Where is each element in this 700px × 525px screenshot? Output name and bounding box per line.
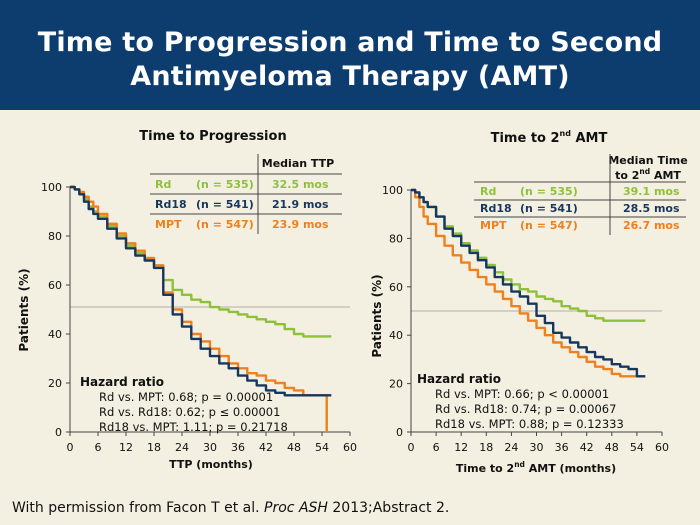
ttp-row-mpt-arm: MPT: [155, 218, 182, 231]
amt-hazard-line-2: Rd vs. Rd18: 0.74; p = 0.00067: [435, 402, 616, 416]
ttp-row-rd18-n: (n = 541): [196, 198, 254, 211]
ttp-median-table: Median TTP Rd (n = 535) 32.5 mos Rd18 (n…: [150, 154, 342, 234]
ttp-x-tick-label: 36: [231, 441, 245, 454]
ttp-x-tick-label: 0: [67, 441, 74, 454]
amt-row-rd18-median: 28.5 mos: [623, 202, 680, 215]
ttp-y-tick-label: 80: [48, 230, 62, 243]
ttp-row-mpt-n: (n = 547): [196, 218, 254, 231]
amt-y-axis-label: Patients (%): [370, 274, 384, 357]
amt-row-rd-arm: Rd: [480, 185, 496, 198]
amt-hazard-line-3: Rd18 vs. MPT: 0.88; p = 0.12333: [435, 417, 624, 431]
amt-y-tick-label: 100: [382, 184, 403, 197]
amt-x-axis-label: Time to 2nd AMT (months): [456, 460, 616, 475]
amt-hazard-title: Hazard ratio: [417, 372, 501, 386]
ttp-x-tick-label: 12: [119, 441, 133, 454]
amt-row-mpt-arm: MPT: [480, 219, 507, 232]
ttp-row-rd18-median: 21.9 mos: [272, 198, 329, 211]
amt-y-tick-label: 60: [389, 281, 403, 294]
amt-x-tick-label: 54: [630, 441, 644, 454]
amt-x-tick-label: 24: [504, 441, 518, 454]
amt-table-header-line-1: Median Time: [608, 154, 687, 167]
ttp-row-rd18-arm: Rd18: [155, 198, 187, 211]
amt-row-rd-median: 39.1 mos: [623, 185, 680, 198]
ttp-y-tick-label: 100: [41, 181, 62, 194]
ttp-y-axis-label: Patients (%): [17, 268, 31, 351]
amt-y-tick-label: 0: [396, 426, 403, 439]
slide-title-line-2: Antimyeloma Therapy (AMT): [130, 61, 570, 92]
ttp-x-tick-label: 48: [287, 441, 301, 454]
amt-row-rd-n: (n = 535): [520, 185, 578, 198]
amt-hazard-line-1: Rd vs. MPT: 0.66; p < 0.00001: [435, 387, 609, 401]
amt-x-tick-label: 30: [530, 441, 544, 454]
amt-x-tick-label: 0: [408, 441, 415, 454]
amt-row-mpt-median: 26.7 mos: [623, 219, 680, 232]
ttp-hazard-line-3: Rd18 vs. MPT: 1.11; p = 0.21718: [99, 420, 288, 434]
ttp-row-rd-n: (n = 535): [196, 178, 254, 191]
amt-x-tick-label: 12: [454, 441, 468, 454]
amt-x-tick-label: 60: [655, 441, 669, 454]
ttp-hazard-ratio: Hazard ratio Rd vs. MPT: 0.68; p = 0.000…: [80, 375, 288, 434]
ttp-row-rd-arm: Rd: [155, 178, 171, 191]
ttp-y-tick-label: 60: [48, 279, 62, 292]
slide-title-line-1: Time to Progression and Time to Second: [37, 27, 663, 58]
citation-prefix: With permission from Facon T et al.: [12, 500, 265, 516]
ttp-hazard-title: Hazard ratio: [80, 375, 164, 389]
amt-x-tick-label: 36: [555, 441, 569, 454]
slide-header: Time to Progression and Time to Second A…: [0, 0, 700, 110]
ttp-x-tick-label: 24: [175, 441, 189, 454]
ttp-curve-rd18: [70, 185, 332, 397]
ttp-x-axis-label: TTP (months): [169, 458, 253, 471]
amt-chart: Time to 2nd AMT Patients (%) Time to 2nd…: [370, 129, 688, 475]
citation-journal: Proc ASH: [264, 500, 328, 516]
amt-row-rd18-arm: Rd18: [480, 202, 512, 215]
ttp-x-tick-label: 60: [343, 441, 357, 454]
amt-x-tick-label: 42: [580, 441, 594, 454]
ttp-chart-title: Time to Progression: [139, 129, 286, 144]
ttp-x-tick-label: 42: [259, 441, 273, 454]
ttp-y-tick-label: 0: [55, 426, 62, 439]
ttp-hazard-line-2: Rd vs. Rd18: 0.62; p ≤ 0.00001: [99, 405, 280, 419]
amt-x-tick-label: 18: [479, 441, 493, 454]
ttp-y-tick-label: 40: [48, 328, 62, 341]
amt-row-mpt-n: (n = 547): [520, 219, 578, 232]
amt-x-tick-label: 6: [433, 441, 440, 454]
amt-curve-rd18: [411, 188, 646, 378]
amt-x-tick-label: 48: [605, 441, 619, 454]
amt-chart-title: Time to 2nd AMT: [491, 129, 608, 146]
ttp-hazard-line-1: Rd vs. MPT: 0.68; p = 0.00001: [99, 390, 273, 404]
amt-hazard-ratio: Hazard ratio Rd vs. MPT: 0.66; p < 0.000…: [417, 372, 624, 431]
ttp-x-tick-label: 6: [95, 441, 102, 454]
citation-suffix: 2013;Abstract 2.: [327, 500, 450, 516]
amt-row-rd18-n: (n = 541): [520, 202, 578, 215]
amt-y-tick-label: 20: [389, 378, 403, 391]
amt-curve-mpt: [411, 188, 646, 378]
ttp-y-tick-label: 20: [48, 377, 62, 390]
ttp-table-header: Median TTP: [262, 157, 334, 170]
ttp-x-tick-label: 30: [203, 441, 217, 454]
ttp-chart: Time to Progression Patients (%) TTP (mo…: [17, 129, 357, 471]
ttp-x-tick-label: 54: [315, 441, 329, 454]
ttp-row-mpt-median: 23.9 mos: [272, 218, 329, 231]
citation-footer: With permission from Facon T et al. Proc…: [12, 500, 449, 516]
amt-table-header-line-2: to 2nd AMT: [615, 167, 681, 182]
ttp-x-tick-label: 18: [147, 441, 161, 454]
ttp-row-rd-median: 32.5 mos: [272, 178, 329, 191]
amt-median-table: Median Time to 2nd AMT Rd (n = 535) 39.1…: [474, 154, 688, 235]
amt-y-tick-label: 40: [389, 329, 403, 342]
amt-y-tick-label: 80: [389, 232, 403, 245]
